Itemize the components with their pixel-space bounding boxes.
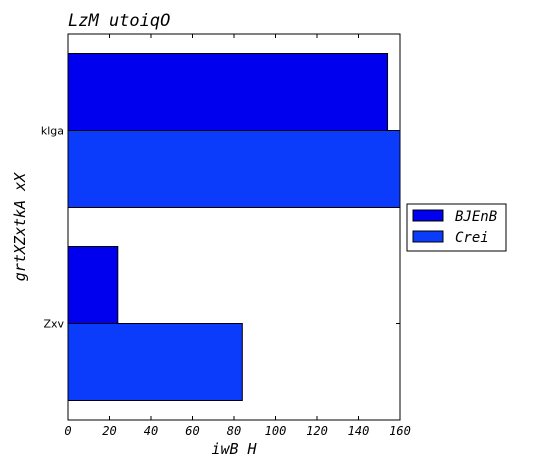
bar-bjenb-klga	[68, 54, 388, 131]
x-tick-label: 140	[348, 424, 370, 438]
x-tick-label: 120	[306, 424, 328, 438]
y-tick-label: klga	[41, 125, 64, 138]
chart-title: LzM utoiqO	[68, 11, 170, 31]
bar-crei-klga	[68, 131, 400, 208]
x-tick-label: 0	[64, 424, 71, 438]
bar-bjenb-zxv	[68, 247, 118, 324]
y-axis-label: grtXZxtkA xX	[11, 172, 29, 281]
x-tick-label: 20	[102, 424, 116, 438]
plot-area	[68, 54, 400, 401]
legend-swatch	[413, 210, 443, 221]
legend-label: Crei	[455, 230, 489, 246]
legend-label: BJEnB	[455, 209, 497, 225]
x-tick-label: 40	[144, 424, 158, 438]
x-axis-label: iwB H	[211, 440, 257, 458]
legend-swatch	[413, 231, 443, 242]
y-tick-label: Zxv	[43, 318, 64, 331]
x-tick-label: 60	[185, 424, 199, 438]
x-tick-label: 100	[265, 424, 287, 438]
bar-crei-zxv	[68, 324, 242, 401]
x-tick-label: 160	[389, 424, 411, 438]
x-tick-label: 80	[227, 424, 241, 438]
legend: BJEnB Crei	[407, 204, 506, 251]
